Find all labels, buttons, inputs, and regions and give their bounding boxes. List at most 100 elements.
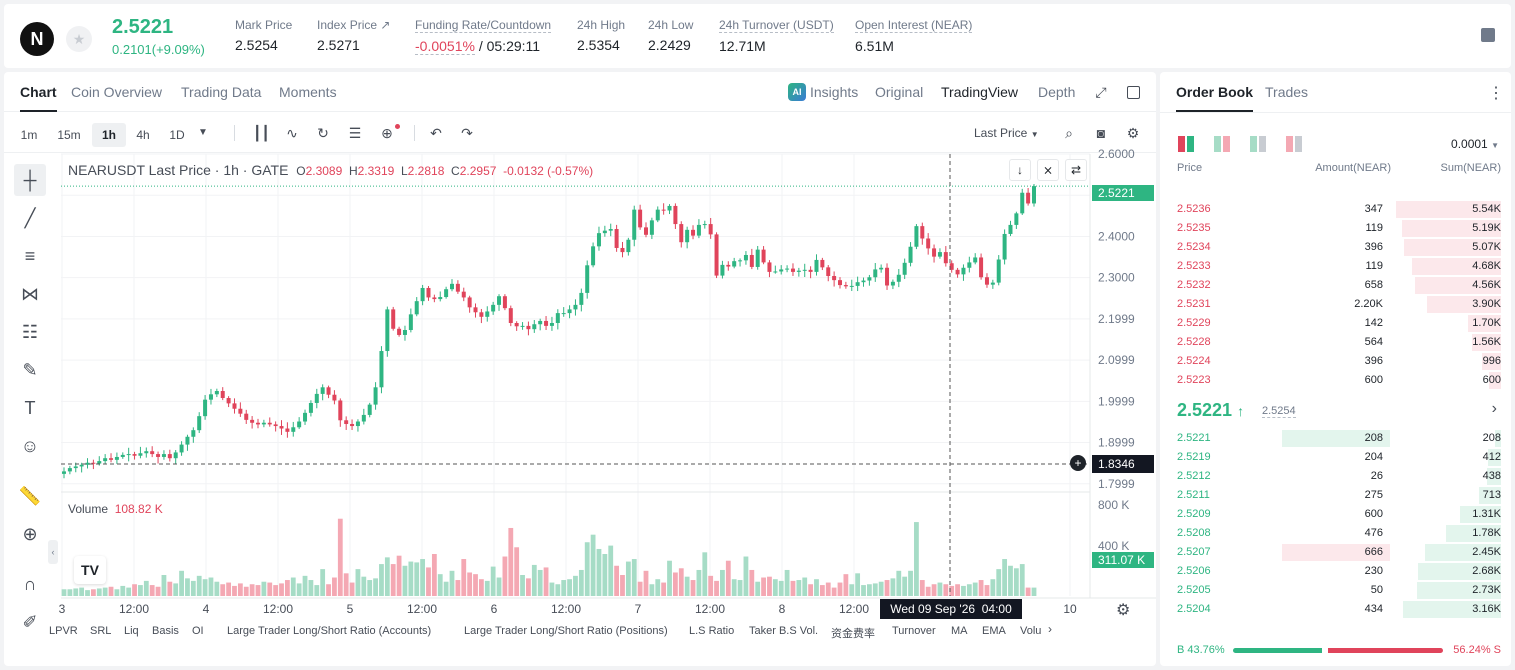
- volume-bar: [367, 580, 373, 596]
- crosshair-tool-icon[interactable]: ┼: [14, 164, 46, 196]
- view-buy-only-icon[interactable]: [1250, 136, 1266, 152]
- tab-insights[interactable]: Insights: [810, 84, 859, 100]
- bid-row[interactable]: 2.5204 434 3.16K: [1160, 600, 1511, 619]
- volume-bar: [220, 584, 226, 596]
- magnet-tool-icon[interactable]: ∩: [23, 573, 37, 594]
- tab-depth[interactable]: Depth: [1038, 84, 1076, 100]
- candle-type-icon[interactable]: ┃┃: [253, 125, 270, 141]
- indicator-6[interactable]: Large Trader Long/Short Ratio (Positions…: [464, 625, 668, 637]
- emoji-tool-icon[interactable]: ☺: [20, 435, 40, 456]
- axis-settings-icon[interactable]: ⚙: [1116, 602, 1131, 619]
- ask-row[interactable]: 2.5233 119 4.68K: [1160, 257, 1511, 276]
- tab-trading-data[interactable]: Trading Data: [181, 84, 262, 100]
- collapse-legend-icon[interactable]: ↓: [1009, 159, 1031, 181]
- zoom-in-tool-icon[interactable]: ⊕: [22, 523, 38, 544]
- price-type-select[interactable]: Last Price ▼: [974, 126, 1039, 140]
- timeframe-dropdown-icon[interactable]: ▼: [198, 127, 208, 138]
- text-tool-icon[interactable]: T: [24, 397, 36, 418]
- redo-icon[interactable]: ↷: [461, 125, 473, 141]
- pattern-tool-icon[interactable]: ⋈: [21, 283, 39, 304]
- timeframe-1m[interactable]: 1m: [20, 128, 38, 142]
- indicator-scroll-right-icon[interactable]: ›: [1048, 622, 1052, 636]
- indicator-1[interactable]: SRL: [90, 625, 112, 637]
- replay-icon[interactable]: ↻: [317, 125, 329, 141]
- timeframe-15m[interactable]: 15m: [57, 128, 81, 142]
- indicator-11[interactable]: MA: [951, 625, 968, 637]
- tab-coin-overview[interactable]: Coin Overview: [71, 84, 163, 100]
- view-bids-icon[interactable]: [1214, 136, 1230, 152]
- camera-icon[interactable]: ◙: [1096, 125, 1106, 141]
- view-sell-only-icon[interactable]: [1286, 136, 1302, 152]
- insights-ai-icon[interactable]: AI: [788, 83, 806, 101]
- horizontal-lines-tool-icon[interactable]: ≡: [24, 245, 36, 266]
- book-icon[interactable]: [1481, 28, 1495, 42]
- indicators-icon[interactable]: ∿: [286, 125, 298, 141]
- candle-body: [526, 325, 531, 330]
- tab-tradingview[interactable]: TradingView: [941, 84, 1019, 100]
- indicator-9[interactable]: 资金费率: [831, 628, 875, 640]
- ask-row[interactable]: 2.5231 2.20K 3.90K: [1160, 295, 1511, 314]
- indicator-4[interactable]: OI: [192, 625, 204, 637]
- chevron-right-icon[interactable]: ›: [1491, 400, 1497, 417]
- ruler-tool-icon[interactable]: 📏: [18, 485, 42, 506]
- compress-icon[interactable]: ⨯: [1037, 159, 1059, 181]
- precision-select[interactable]: 0.0001 ▼: [1451, 137, 1499, 151]
- indicator-8[interactable]: Taker B.S Vol.: [749, 625, 819, 637]
- bid-row[interactable]: 2.5209 600 1.31K: [1160, 505, 1511, 524]
- undo-icon[interactable]: ↶: [430, 125, 442, 141]
- indicator-10[interactable]: Turnover: [892, 625, 936, 637]
- ask-row[interactable]: 2.5235 119 5.19K: [1160, 219, 1511, 238]
- ask-row[interactable]: 2.5236 347 5.54K: [1160, 200, 1511, 219]
- trendline-tool-icon[interactable]: ╱: [24, 207, 36, 228]
- ask-row[interactable]: 2.5229 142 1.70K: [1160, 314, 1511, 333]
- indicator-5[interactable]: Large Trader Long/Short Ratio (Accounts): [227, 625, 432, 637]
- indicator-7[interactable]: L.S Ratio: [689, 625, 735, 637]
- templates-icon[interactable]: ☰: [348, 125, 362, 141]
- volume-bar: [373, 578, 378, 596]
- timeframe-4h[interactable]: 4h: [136, 128, 150, 142]
- bid-row[interactable]: 2.5211 275 713: [1160, 486, 1511, 505]
- add-alert-plus-icon[interactable]: +: [1070, 455, 1086, 471]
- favorite-star-icon[interactable]: ★: [66, 26, 92, 52]
- bid-row[interactable]: 2.5221 208 208: [1160, 429, 1511, 448]
- fib-tool-icon[interactable]: ☷: [21, 321, 39, 342]
- bid-row[interactable]: 2.5208 476 1.78K: [1160, 524, 1511, 543]
- bid-row[interactable]: 2.5219 204 412: [1160, 448, 1511, 467]
- bid-row[interactable]: 2.5205 50 2.73K: [1160, 581, 1511, 600]
- fullscreen-icon[interactable]: [1127, 86, 1140, 99]
- tab-original[interactable]: Original: [875, 84, 924, 100]
- indicator-13[interactable]: Volu: [1020, 625, 1042, 637]
- candle-body: [920, 226, 925, 239]
- brush-tool-icon[interactable]: ✎: [22, 359, 38, 380]
- add-indicator-icon[interactable]: ⊕: [381, 125, 393, 141]
- indicator-2[interactable]: Liq: [124, 625, 139, 637]
- more-menu-icon[interactable]: ⋮: [1488, 85, 1504, 102]
- volume-bar: [943, 584, 949, 596]
- tab-trades[interactable]: Trades: [1265, 84, 1309, 100]
- bid-row[interactable]: 2.5212 26 438: [1160, 467, 1511, 486]
- timeframe-1h[interactable]: 1h: [92, 123, 126, 147]
- view-both-icon[interactable]: [1178, 136, 1194, 152]
- price-chart[interactable]: 2.60002.50002.40002.30002.19992.09991.99…: [4, 72, 1156, 666]
- ask-row[interactable]: 2.5234 396 5.07K: [1160, 238, 1511, 257]
- indicator-12[interactable]: EMA: [982, 625, 1006, 637]
- ask-row[interactable]: 2.5228 564 1.56K: [1160, 333, 1511, 352]
- timeframe-1d[interactable]: 1D: [169, 128, 185, 142]
- tab-moments[interactable]: Moments: [279, 84, 337, 100]
- indicator-0[interactable]: LPVR: [49, 625, 78, 637]
- tab-chart[interactable]: Chart: [20, 84, 57, 112]
- search-icon[interactable]: ⌕: [1065, 125, 1073, 141]
- ask-row[interactable]: 2.5223 600 600: [1160, 371, 1511, 390]
- bid-row[interactable]: 2.5206 230 2.68K: [1160, 562, 1511, 581]
- swap-icon[interactable]: ⇄: [1065, 159, 1087, 181]
- indicator-3[interactable]: Basis: [152, 625, 179, 637]
- settings-gear-icon[interactable]: ⚙: [1126, 125, 1140, 141]
- tab-order-book[interactable]: Order Book: [1176, 84, 1254, 112]
- lock-draw-tool-icon[interactable]: ✐: [22, 611, 38, 632]
- index-price-stat[interactable]: Index Price ↗ 2.5271: [317, 18, 391, 53]
- collapse-toolbar-icon[interactable]: ‹: [48, 540, 58, 564]
- expand-icon[interactable]: ⤢: [1095, 84, 1107, 100]
- bid-row[interactable]: 2.5207 666 2.45K: [1160, 543, 1511, 562]
- ask-row[interactable]: 2.5224 396 996: [1160, 352, 1511, 371]
- ask-row[interactable]: 2.5232 658 4.56K: [1160, 276, 1511, 295]
